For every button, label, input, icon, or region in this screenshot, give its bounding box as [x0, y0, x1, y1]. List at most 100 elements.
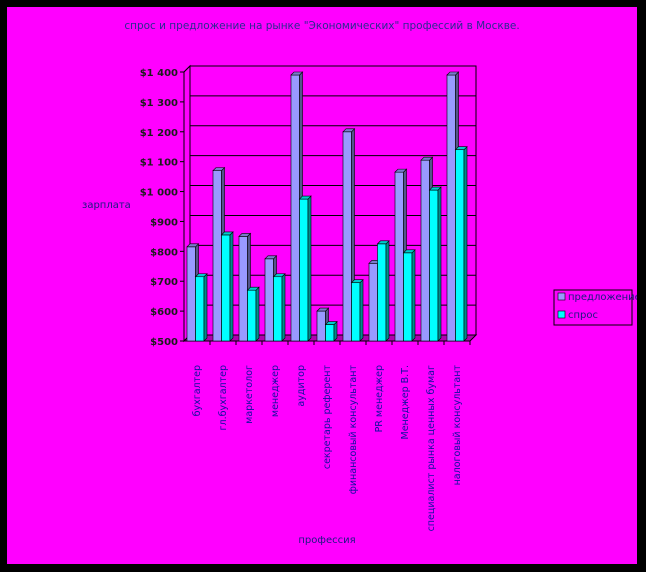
- bar-front: [264, 258, 274, 342]
- bar-front: [394, 171, 404, 342]
- x-tick-label: секретарь референт: [322, 365, 333, 470]
- bar-top: [324, 321, 338, 325]
- bar-demand: [272, 273, 286, 342]
- y-tick-label: $1 000: [140, 188, 178, 199]
- bar-top: [394, 168, 408, 173]
- bar-front: [221, 234, 231, 342]
- bar-side: [411, 249, 416, 342]
- y-tick-label: $1 300: [140, 98, 178, 109]
- bars: [186, 71, 468, 342]
- bar-side: [437, 186, 442, 342]
- y-tick-labels: $500 $600 $700 $800 $900 $1 000 $1 100 $1 200 $1…: [140, 68, 184, 348]
- bar-side: [229, 231, 234, 342]
- gridline: [183, 65, 476, 73]
- bar-top: [264, 255, 278, 260]
- legend-label: спрос: [568, 310, 598, 321]
- legend-box: [553, 289, 633, 326]
- bar-side: [359, 278, 364, 342]
- y-tick-label: $900: [150, 217, 178, 228]
- bar-top: [186, 243, 200, 248]
- bar-demand: [350, 278, 364, 342]
- x-tick-label: бухгалтер: [192, 365, 203, 416]
- y-tick-label: $500: [150, 337, 178, 348]
- bar-front: [420, 159, 430, 342]
- bar-top: [238, 233, 252, 237]
- bar-front: [290, 74, 300, 342]
- x-axis-label: профессия: [298, 535, 355, 546]
- bar-top: [194, 273, 208, 278]
- bar-front: [403, 252, 413, 342]
- bar-front: [299, 198, 309, 342]
- bar-top: [402, 249, 416, 254]
- bar-front: [238, 236, 248, 342]
- x-tick-label: Менеджер В.Т.: [400, 365, 411, 439]
- y-tick-label: $1 200: [140, 128, 178, 139]
- bar-side: [203, 273, 208, 342]
- x-tick-label: маркетолог: [244, 365, 255, 424]
- x-tick-label: PR менеджер: [374, 365, 385, 432]
- legend-label: предложение: [568, 292, 637, 303]
- bar-demand: [324, 320, 338, 342]
- bar-top: [212, 167, 226, 171]
- x-tick-label: гл.бухгалтер: [218, 365, 229, 430]
- x-tick-label: специалист рынка ценных бумаг: [426, 365, 437, 531]
- bar-top: [350, 279, 364, 284]
- gridline: [183, 125, 476, 133]
- chart-frame: спрос и предложение на рынке "Экономичес…: [7, 7, 637, 564]
- bar-demand: [298, 195, 312, 342]
- bar-front: [377, 243, 387, 342]
- x-tick-label: менеджер: [270, 365, 281, 417]
- bar-side: [281, 273, 286, 342]
- bar-front: [247, 289, 257, 342]
- bar-side: [255, 286, 260, 342]
- bar-top: [290, 71, 304, 76]
- bar-front: [273, 276, 283, 342]
- legend-swatch: [557, 292, 566, 301]
- bar-top: [342, 128, 356, 133]
- y-axis-label: зарплата: [82, 200, 131, 211]
- bar-demand: [428, 186, 442, 342]
- y-tick-label: $600: [150, 307, 178, 318]
- bar-side: [307, 195, 312, 342]
- bar-top: [420, 156, 434, 161]
- bar-top: [298, 195, 312, 200]
- bar-demand: [194, 273, 208, 342]
- y-tick-label: $1 100: [140, 158, 178, 169]
- bar-front: [342, 131, 352, 342]
- bar-demand: [376, 240, 390, 342]
- bar-side: [385, 240, 390, 342]
- y-tick-label: $1 400: [140, 68, 178, 79]
- bar-front: [316, 310, 326, 342]
- x-tick-labels: бухгалтер гл.бухгалтер маркетолог менеджер а…: [192, 341, 471, 531]
- bar-top: [454, 146, 468, 151]
- bar-top: [446, 71, 460, 76]
- x-tick-label: аудитор: [296, 365, 307, 407]
- bar-top: [220, 231, 234, 236]
- x-tick-label: налоговый консультант: [452, 365, 463, 486]
- bar-front: [325, 324, 335, 342]
- legend-swatch: [557, 310, 566, 319]
- legend: предложение спрос: [553, 289, 637, 326]
- chart-title: спрос и предложение на рынке "Экономичес…: [124, 20, 519, 32]
- bar-chart: спрос и предложение на рынке "Экономичес…: [82, 20, 637, 546]
- bar-front: [351, 282, 361, 342]
- bar-demand: [246, 286, 260, 342]
- bar-front: [186, 246, 196, 342]
- bar-top: [376, 240, 390, 245]
- bar-demand: [402, 249, 416, 342]
- y-tick-label: $700: [150, 277, 178, 288]
- bar-front: [195, 276, 205, 342]
- y-tick-label: $800: [150, 247, 178, 258]
- x-tick-label: финансовый консультант: [348, 365, 359, 495]
- bar-demand: [220, 231, 234, 342]
- bar-side: [463, 145, 468, 342]
- bar-top: [246, 286, 260, 291]
- bar-front: [429, 189, 439, 342]
- bar-front: [446, 74, 456, 342]
- bar-top: [316, 307, 330, 312]
- bar-demand: [454, 145, 468, 342]
- bar-front: [212, 170, 222, 342]
- gridline: [183, 95, 476, 103]
- bar-front: [455, 149, 465, 342]
- bar-top: [272, 273, 286, 278]
